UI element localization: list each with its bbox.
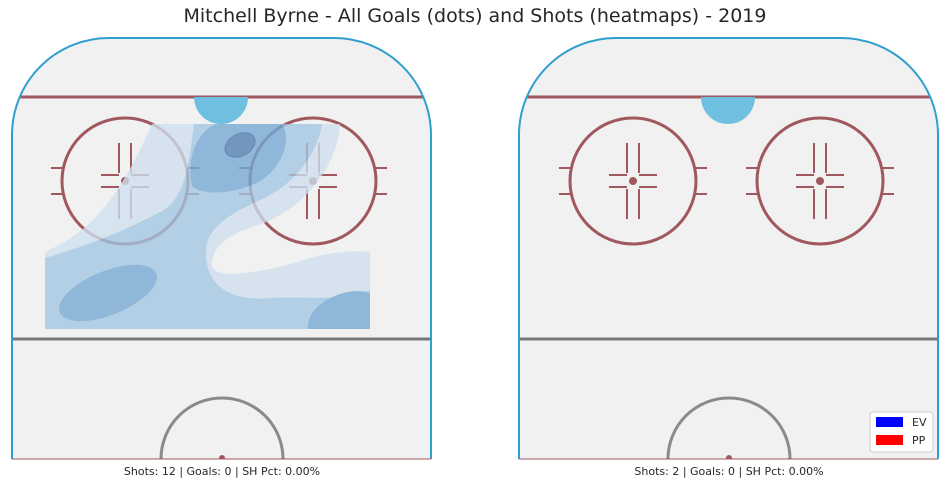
faceoff-ring	[568, 116, 698, 246]
rink-left	[11, 37, 432, 460]
faceoff-dot	[816, 177, 824, 185]
legend: EV PP	[869, 411, 934, 453]
goal-crease	[701, 97, 755, 124]
rink-ice	[519, 38, 938, 459]
faceoff-circle-right	[746, 116, 894, 246]
faceoff-ring	[755, 116, 885, 246]
heatmap-level-3	[307, 291, 370, 329]
legend-swatch-pp	[876, 435, 903, 445]
legend-swatch-ev	[876, 417, 903, 427]
heatmap-level-3	[59, 264, 157, 322]
center-circle	[159, 396, 285, 459]
legend-label-ev: EV	[912, 416, 927, 429]
chart-title: Mitchell Byrne - All Goals (dots) and Sh…	[183, 5, 767, 27]
goal-crease	[194, 97, 248, 124]
panel-caption-left: Shots: 12 | Goals: 0 | SH Pct: 0.00%	[124, 465, 320, 478]
heatmap-level-3	[190, 124, 286, 193]
center-dot	[219, 455, 225, 459]
shot-heatmap	[45, 124, 370, 329]
rink-boards	[518, 37, 939, 459]
center-circle	[666, 396, 792, 459]
heatmap-level-4	[224, 132, 256, 158]
panel-caption-right: Shots: 2 | Goals: 0 | SH Pct: 0.00%	[634, 465, 823, 478]
rink-boards	[11, 37, 432, 459]
legend-label-pp: PP	[912, 434, 926, 447]
faceoff-circle-left	[559, 116, 707, 246]
rink-right	[518, 37, 939, 460]
center-dot	[726, 455, 732, 459]
faceoff-dot	[629, 177, 637, 185]
